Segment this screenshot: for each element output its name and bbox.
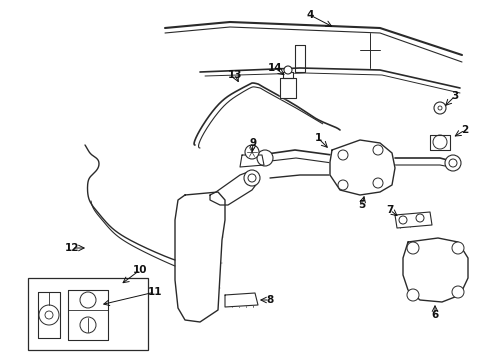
Circle shape <box>433 102 445 114</box>
Text: 6: 6 <box>430 310 438 320</box>
Polygon shape <box>38 292 60 338</box>
Text: 8: 8 <box>266 295 273 305</box>
Polygon shape <box>280 78 295 98</box>
Polygon shape <box>175 192 224 322</box>
Text: 7: 7 <box>386 205 393 215</box>
Polygon shape <box>329 140 394 195</box>
Polygon shape <box>209 172 258 205</box>
Polygon shape <box>240 155 264 167</box>
Text: 13: 13 <box>227 70 242 80</box>
Circle shape <box>372 145 382 155</box>
Circle shape <box>244 145 259 159</box>
Circle shape <box>372 178 382 188</box>
Circle shape <box>406 242 418 254</box>
Circle shape <box>451 242 463 254</box>
Circle shape <box>337 180 347 190</box>
FancyBboxPatch shape <box>28 278 148 350</box>
Text: 2: 2 <box>461 125 468 135</box>
Text: 4: 4 <box>305 10 313 20</box>
Text: 11: 11 <box>147 287 162 297</box>
Text: 14: 14 <box>267 63 282 73</box>
Polygon shape <box>68 290 108 340</box>
Text: 10: 10 <box>132 265 147 275</box>
Circle shape <box>444 155 460 171</box>
Polygon shape <box>283 72 292 78</box>
Text: 9: 9 <box>249 138 256 148</box>
Circle shape <box>39 305 59 325</box>
Circle shape <box>257 150 272 166</box>
Circle shape <box>284 66 291 74</box>
Polygon shape <box>429 135 449 150</box>
Text: 5: 5 <box>358 200 365 210</box>
Circle shape <box>406 289 418 301</box>
Polygon shape <box>224 293 258 307</box>
Polygon shape <box>402 238 467 302</box>
Circle shape <box>337 150 347 160</box>
Text: 3: 3 <box>450 91 458 101</box>
Circle shape <box>244 170 260 186</box>
Text: 1: 1 <box>314 133 321 143</box>
Polygon shape <box>394 212 431 228</box>
Circle shape <box>451 286 463 298</box>
Text: 12: 12 <box>64 243 79 253</box>
